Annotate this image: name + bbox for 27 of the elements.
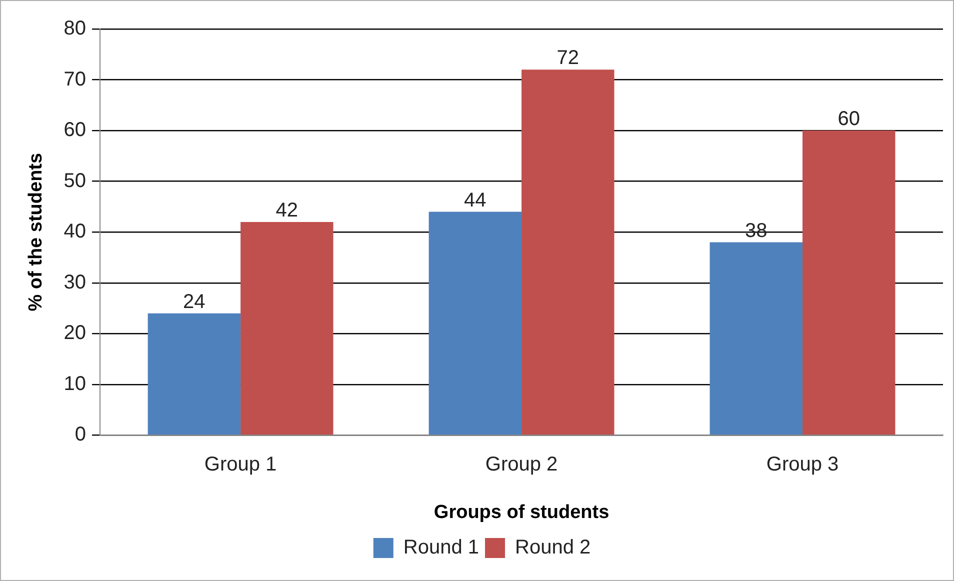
x-tick-label: Group 2 <box>485 454 558 476</box>
y-tick-label: 20 <box>64 322 86 344</box>
x-tick-label: Group 3 <box>766 454 839 476</box>
data-label: 44 <box>464 189 486 212</box>
y-axis-title: % of the students <box>26 152 47 312</box>
y-tick-label: 30 <box>64 271 86 294</box>
bar <box>710 242 803 435</box>
y-tick-label: 10 <box>64 372 86 395</box>
bar <box>240 222 334 435</box>
data-label: 60 <box>838 108 860 130</box>
legend-label: Round 1 <box>403 536 480 559</box>
data-label: 72 <box>556 47 580 70</box>
x-tick-label: Group 1 <box>204 454 277 476</box>
y-tick-label: 60 <box>64 119 86 142</box>
y-tick-label: 50 <box>64 170 86 192</box>
y-tick-label: 70 <box>64 68 86 90</box>
data-label: 24 <box>183 290 206 313</box>
bar <box>802 130 896 435</box>
bar <box>148 313 241 435</box>
y-tick-label: 40 <box>64 220 86 243</box>
legend-label: Round 2 <box>515 536 591 559</box>
data-label: 42 <box>276 199 298 222</box>
y-tick-label: 0 <box>74 424 86 446</box>
bar <box>428 212 522 435</box>
bar <box>522 70 614 435</box>
x-axis-title: Groups of students <box>434 502 610 523</box>
y-tick-label: 80 <box>64 18 86 40</box>
